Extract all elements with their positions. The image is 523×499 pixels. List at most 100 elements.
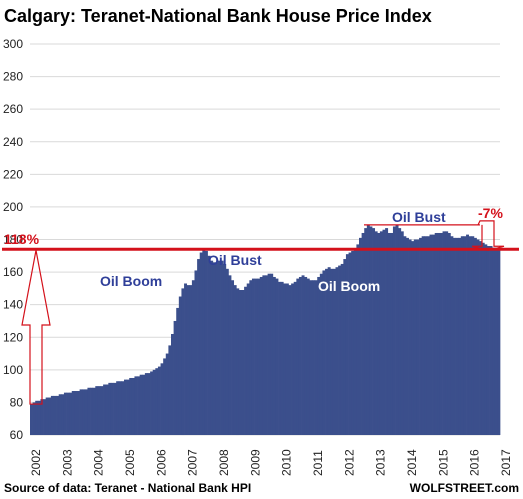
x-tick-label: 2008	[217, 449, 231, 476]
bar	[137, 376, 141, 435]
bar	[249, 280, 253, 435]
bar	[304, 276, 308, 435]
bar	[374, 231, 378, 435]
bar	[90, 387, 94, 435]
bar	[377, 232, 381, 435]
gain-label: 118%	[4, 231, 40, 247]
bar	[424, 236, 428, 435]
bar-series	[30, 224, 501, 436]
bar	[157, 366, 161, 435]
bar	[176, 307, 180, 435]
annotation-oil-boom-2: Oil Boom	[318, 278, 380, 294]
bar	[48, 397, 52, 435]
bar	[426, 236, 430, 435]
bar	[309, 280, 313, 435]
bar	[178, 296, 182, 435]
bar	[163, 358, 167, 435]
bar	[116, 381, 120, 435]
bar	[113, 382, 117, 435]
bar	[322, 270, 326, 435]
bar	[338, 265, 342, 435]
bar	[332, 268, 336, 435]
y-tick-label: 160	[3, 265, 23, 279]
bar	[92, 387, 96, 435]
bar	[191, 280, 195, 435]
bar	[285, 283, 289, 435]
bar	[390, 232, 394, 435]
bar	[53, 395, 57, 435]
bar	[387, 232, 391, 435]
bar	[131, 377, 135, 435]
bar	[218, 260, 221, 435]
x-tick-label: 2006	[154, 449, 168, 476]
bar	[238, 290, 242, 435]
bar	[278, 281, 282, 435]
bar	[319, 273, 323, 435]
bar	[139, 374, 143, 435]
bar	[103, 384, 107, 435]
bar	[105, 384, 109, 435]
bar	[147, 373, 151, 435]
drop-arrow	[364, 220, 505, 251]
bar	[343, 259, 347, 435]
bar	[251, 278, 255, 435]
bar	[476, 239, 480, 435]
bar	[71, 391, 75, 435]
source-note: Source of data: Teranet - National Bank …	[4, 481, 251, 495]
bar	[395, 224, 399, 435]
bar	[486, 246, 490, 435]
bar	[348, 252, 352, 435]
bar	[439, 232, 443, 435]
bar	[492, 247, 496, 435]
bar	[210, 260, 214, 435]
bar	[84, 389, 88, 435]
bar	[82, 389, 86, 435]
bar	[429, 234, 433, 435]
bar	[351, 250, 355, 435]
bar	[155, 368, 159, 435]
bar	[56, 395, 60, 435]
bar	[335, 267, 339, 435]
bar	[312, 280, 315, 435]
bar	[403, 236, 407, 435]
bar	[301, 275, 305, 435]
bar	[223, 263, 227, 435]
bar	[58, 394, 62, 435]
bar	[77, 391, 80, 435]
bar	[416, 239, 420, 435]
bar	[150, 371, 154, 435]
bar	[228, 275, 232, 435]
bar	[79, 389, 83, 435]
x-tick-label: 2002	[29, 449, 43, 476]
bar	[364, 228, 368, 435]
bar	[186, 285, 190, 435]
gain-arrow	[21, 250, 51, 405]
y-tick-label: 140	[3, 298, 23, 312]
bar	[283, 283, 287, 435]
bar	[246, 283, 250, 435]
bar	[30, 404, 33, 435]
bar	[406, 237, 409, 435]
bar	[442, 231, 446, 435]
x-tick-label: 2016	[468, 449, 482, 476]
bar	[233, 285, 237, 435]
bar	[484, 244, 488, 435]
bar	[366, 224, 370, 435]
x-tick-label: 2015	[436, 449, 450, 476]
y-axis-ticks: 60 80 100 120 140 160 180 200 220 240 260 280 300	[3, 37, 23, 442]
bar	[69, 392, 73, 435]
bar	[400, 231, 404, 435]
x-tick-label: 2007	[186, 449, 200, 476]
bar	[296, 278, 300, 435]
bar	[466, 234, 470, 435]
bar	[66, 392, 70, 435]
bar	[43, 399, 47, 435]
bar	[413, 239, 417, 435]
bar	[450, 236, 454, 435]
annotation-oil-bust-1: Oil Bust	[208, 252, 262, 268]
bar	[257, 278, 261, 435]
bar	[244, 286, 248, 435]
x-tick-label: 2003	[60, 449, 74, 476]
bar	[197, 259, 201, 435]
